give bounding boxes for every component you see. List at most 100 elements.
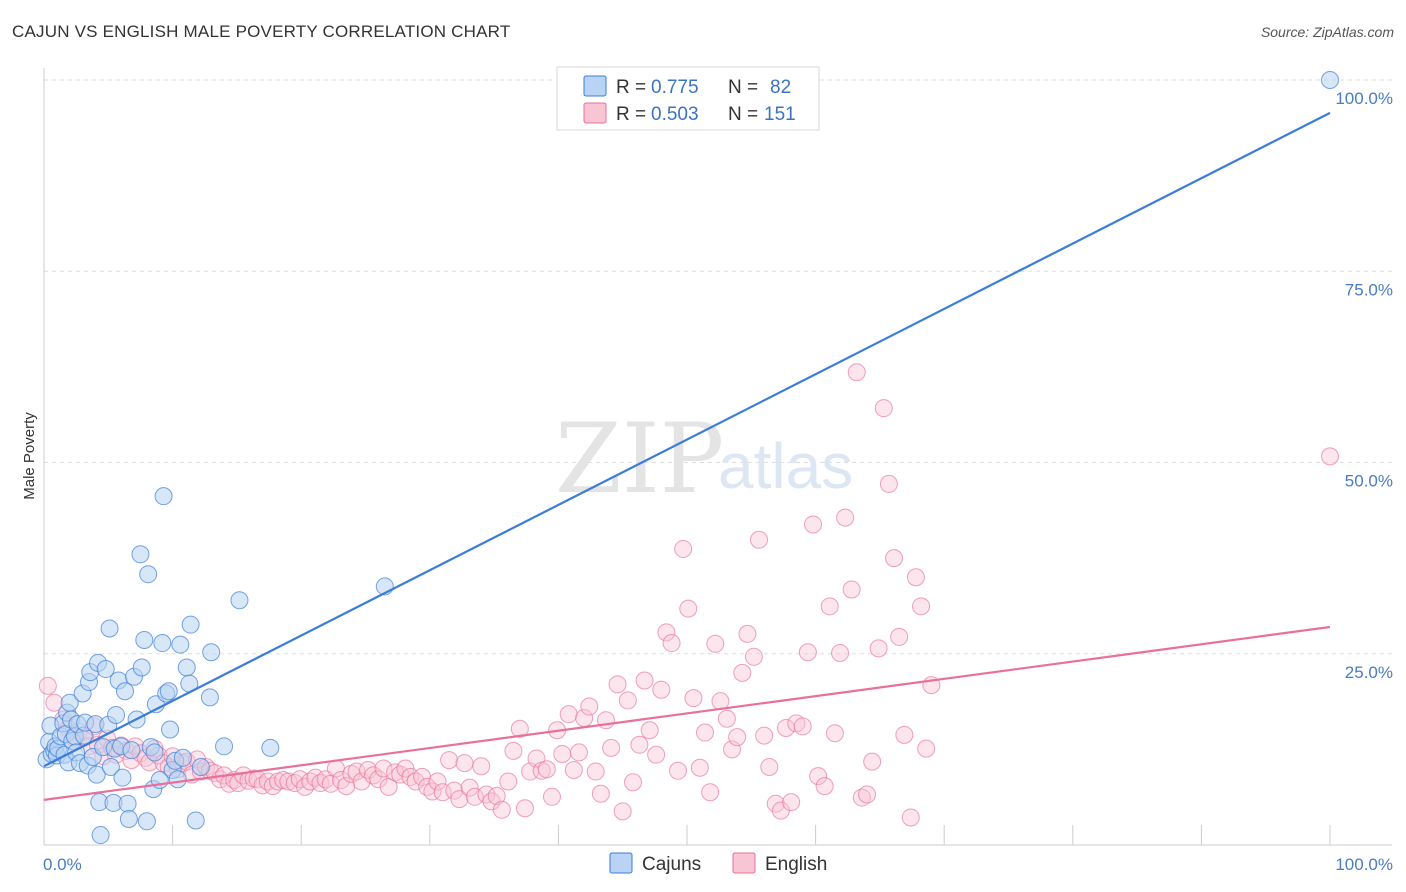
legend-r-label-cajun: R = [616,77,646,98]
watermark-zip: ZIP [555,403,724,515]
cajun-point [200,688,219,707]
english-point [559,705,578,724]
english-point [369,770,388,789]
english-point [668,761,687,780]
english-point [662,634,681,653]
cajun-point [215,737,234,756]
english-point [504,741,523,760]
english-point [332,770,351,789]
cajun-point [122,741,141,760]
legend-n-value-english: 151 [764,104,796,125]
english-point [706,634,725,653]
english-point [234,766,253,785]
english-point [487,787,506,806]
english-point [374,759,393,778]
english-point [820,597,839,616]
y-axis-label: Male Poverty [21,412,38,500]
english-point [428,772,447,791]
cajun-point [119,809,138,828]
cajun-point [87,765,106,784]
grid-lines [44,79,1392,655]
y-tick-label: 25.0% [1345,663,1393,682]
english-point [647,745,666,764]
y-tick-labels: 25.0% 50.0% 75.0% 100.0% [1335,89,1393,682]
english-point [455,754,474,773]
english-point [596,711,615,730]
english-point [460,778,479,797]
english-point [858,785,877,804]
english-point [608,675,627,694]
english-point [901,808,920,827]
english-point [717,709,736,728]
english-point [895,725,914,744]
english-point [553,744,572,763]
legend-swatch-english-bottom [732,852,756,874]
cajun-trend-line [43,111,1331,768]
cajun-point [139,565,158,584]
english-point [359,761,378,780]
english-point [586,762,605,781]
legend-r-label-english: R = [616,104,646,125]
english-point [591,784,610,803]
cajun-point [191,757,210,776]
english-point [906,568,925,587]
cajun-point [91,826,110,845]
english-point [684,689,703,708]
english-point [825,724,844,743]
english-series [38,363,1339,827]
english-point [674,539,693,558]
english-point [613,802,632,821]
cajun-point [171,635,190,654]
cajun-point [107,705,126,724]
english-point [890,627,909,646]
english-point [492,800,511,819]
english-point [296,777,315,796]
source-label: Source: ZipAtlas.com [1260,24,1394,40]
english-point [728,728,747,747]
legend-n-label-english: N = [728,104,758,125]
english-point [815,777,834,796]
cajun-point [135,630,154,649]
english-point [623,773,642,792]
cajun-point [161,720,180,739]
legend-swatch-cajun [583,75,607,97]
y-tick-label: 50.0% [1345,472,1393,491]
english-point [831,643,850,662]
english-point [782,793,801,812]
english-point [450,790,469,809]
english-point [440,751,459,770]
english-point [863,752,882,771]
x-tick-labels: 0.0% 100.0% [43,855,1393,874]
chart-title: CAJUN VS ENGLISH MALE POVERTY CORRELATIO… [12,22,511,41]
english-point [690,758,709,777]
english-point [510,719,529,738]
cajun-point [230,591,249,610]
english-point [564,761,583,780]
english-trend-line [43,625,1331,801]
english-point [917,739,936,758]
cajun-point [154,487,173,506]
english-point [433,783,452,802]
series-legend: Cajuns English [609,852,827,875]
english-point [798,643,817,662]
x-tick-label: 0.0% [43,855,82,874]
x-tick-label: 100.0% [1335,855,1393,874]
english-point [879,474,898,493]
english-point [738,624,757,643]
english-point [465,787,484,806]
english-point [602,738,621,757]
cajun-point [137,812,156,831]
english-point [618,691,637,710]
english-point [569,743,588,762]
legend-n-value-cajun: 82 [770,77,791,98]
english-point [279,772,298,791]
english-point [38,676,57,695]
cajun-point [118,794,137,813]
legend-n-label-cajun: N = [728,77,758,98]
y-tick-label: 75.0% [1345,280,1393,299]
legend-swatch-cajuns [609,852,633,874]
english-point [499,772,518,791]
english-point [679,599,698,618]
english-point [347,762,366,781]
legend-swatch-english [583,102,607,124]
